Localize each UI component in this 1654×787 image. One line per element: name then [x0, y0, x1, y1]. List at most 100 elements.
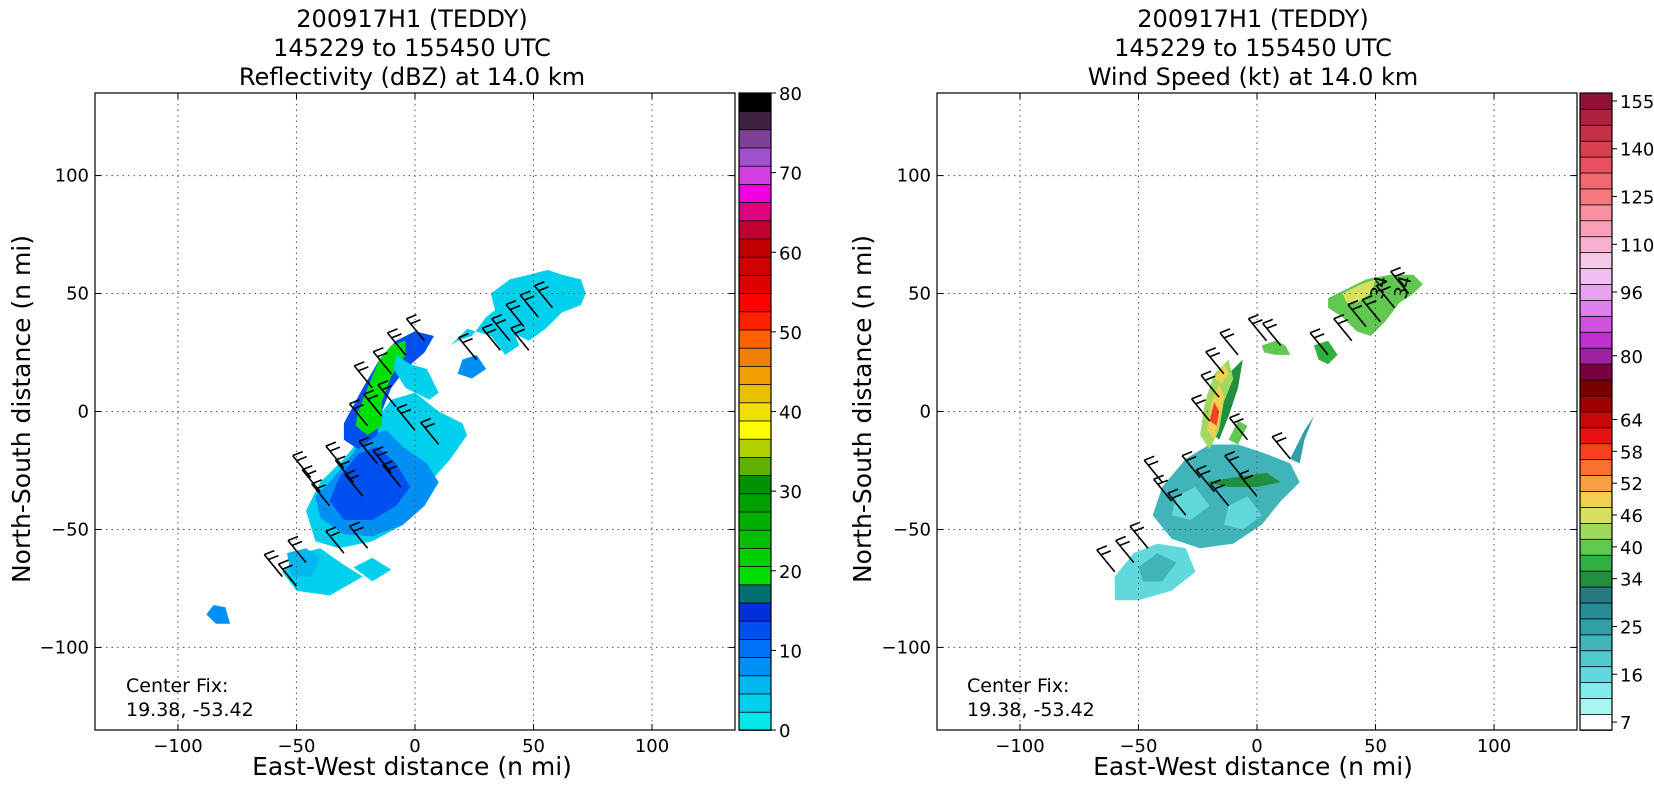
data-region-4	[1223, 496, 1262, 530]
y-tick-label: −100	[40, 637, 89, 658]
barb-flag	[363, 389, 375, 395]
barb-staff	[372, 351, 392, 375]
center-fix-label: Center Fix:	[126, 675, 228, 697]
data-region-3	[287, 548, 321, 577]
barb-flag	[1366, 300, 1377, 306]
wind-speed-panel: 200917H1 (TEDDY) 145229 to 155450 UTC Wi…	[848, 5, 1654, 781]
colorbar-segment	[1579, 251, 1613, 269]
colorbar-segment	[738, 547, 772, 568]
colorbar-segment	[738, 365, 772, 386]
barb-flag	[1157, 479, 1168, 485]
wind-barb-20	[491, 313, 511, 342]
wind-barb-11	[377, 380, 397, 408]
data-region-2	[206, 605, 231, 624]
colorbar-segment	[1579, 188, 1613, 206]
barb-flag	[1153, 474, 1164, 480]
colorbar-segment	[1579, 458, 1613, 476]
colorbar-segment	[1579, 140, 1613, 158]
data-region-13	[1228, 420, 1248, 445]
barb-flag	[396, 403, 408, 410]
wind-barb-29	[396, 403, 416, 431]
barb-flag	[353, 526, 364, 533]
colorbar-segment	[1579, 411, 1613, 429]
colorbar-segment	[738, 183, 772, 204]
colorbar-tick-label: 16	[1620, 665, 1643, 686]
wind-barb-28	[420, 417, 440, 446]
plot-content	[206, 269, 586, 624]
colorbar-segment	[738, 474, 772, 495]
colorbar-tick-label: 125	[1620, 188, 1654, 209]
barb-flag	[1195, 399, 1206, 405]
colorbar-segment	[1579, 347, 1613, 365]
barb-flag	[1191, 394, 1202, 400]
colorbar-segment	[738, 620, 772, 640]
x-tick-label: 100	[1477, 736, 1511, 757]
y-tick-label: −50	[893, 519, 931, 540]
colorbar-segment	[1579, 490, 1613, 508]
colorbar-tick-label: 0	[779, 721, 790, 742]
barb-flag	[377, 380, 389, 386]
barb-flag	[1096, 545, 1108, 551]
colorbar-segment	[738, 529, 772, 549]
colorbar-segment	[1579, 92, 1613, 110]
barb-flag	[1380, 285, 1391, 292]
colorbar-segment	[1579, 315, 1613, 333]
center-fix-value: 19.38, -53.42	[126, 699, 254, 721]
colorbar-segment	[738, 292, 772, 313]
x-axis-label: East-West distance (n mi)	[252, 752, 572, 781]
colorbar-segment	[1579, 522, 1613, 540]
barb-staff	[1190, 398, 1211, 422]
barb-staff	[1361, 299, 1381, 323]
barb-flag	[292, 450, 303, 457]
barb-flag	[325, 441, 337, 447]
barb-staff	[481, 327, 501, 351]
colorbar-tick-label: 80	[1620, 347, 1643, 368]
wind-barb-8	[1209, 479, 1230, 507]
barb-staff	[1195, 469, 1215, 493]
x-tick-label: −50	[277, 736, 315, 757]
colorbar-tick-label: 60	[779, 243, 802, 264]
barb-flag	[315, 484, 326, 490]
data-region-11	[1214, 364, 1229, 384]
reflectivity-plot-area: −100 −50 0 50 100 −100 −50 0 50 100	[40, 92, 736, 757]
barb-staff	[1262, 322, 1282, 346]
chart-title-line-2: 145229 to 155450 UTC	[1114, 34, 1392, 62]
barb-flag	[1233, 418, 1244, 424]
colorbar-segment	[738, 274, 772, 295]
barb-flag	[1229, 413, 1240, 419]
barb-flag	[1223, 333, 1235, 339]
barb-staff	[348, 403, 369, 427]
chart-title-line-3: Reflectivity (dBZ) at 14.0 km	[239, 63, 585, 91]
colorbar-segment	[1579, 442, 1613, 461]
colorbar-segment	[1579, 634, 1613, 652]
barb-flag	[367, 394, 379, 400]
colorbar-segment	[1579, 363, 1613, 381]
colorbar-tick-label: 70	[779, 164, 802, 185]
y-tick-label: 100	[55, 166, 89, 187]
data-region-6	[329, 446, 411, 520]
barb-flag	[400, 408, 412, 415]
x-tick-label: −50	[1119, 736, 1157, 757]
barb-staff	[382, 464, 402, 488]
colorbar-segment	[1579, 219, 1613, 238]
colorbar-segment	[738, 310, 772, 331]
barb-flag	[1209, 352, 1221, 358]
y-tick-label: −100	[882, 637, 931, 658]
barb-staff	[396, 407, 416, 431]
colorbar-tick-label: 110	[1620, 235, 1654, 256]
x-axis-label: East-West distance (n mi)	[1093, 752, 1413, 781]
y-tick-label: 0	[920, 402, 931, 423]
wind-barb-1	[1115, 535, 1135, 564]
colorbar-segment	[738, 165, 772, 185]
barb-flag	[377, 352, 388, 358]
barb-staff	[263, 554, 283, 578]
barb-staff	[287, 539, 307, 564]
barb-staff	[353, 365, 373, 389]
barb-staff	[1209, 483, 1230, 507]
barb-flag	[1143, 455, 1155, 462]
barb-flag	[391, 333, 402, 339]
barb-flag	[1200, 370, 1212, 377]
chart-title-line-1: 200917H1 (TEDDY)	[1137, 5, 1368, 33]
